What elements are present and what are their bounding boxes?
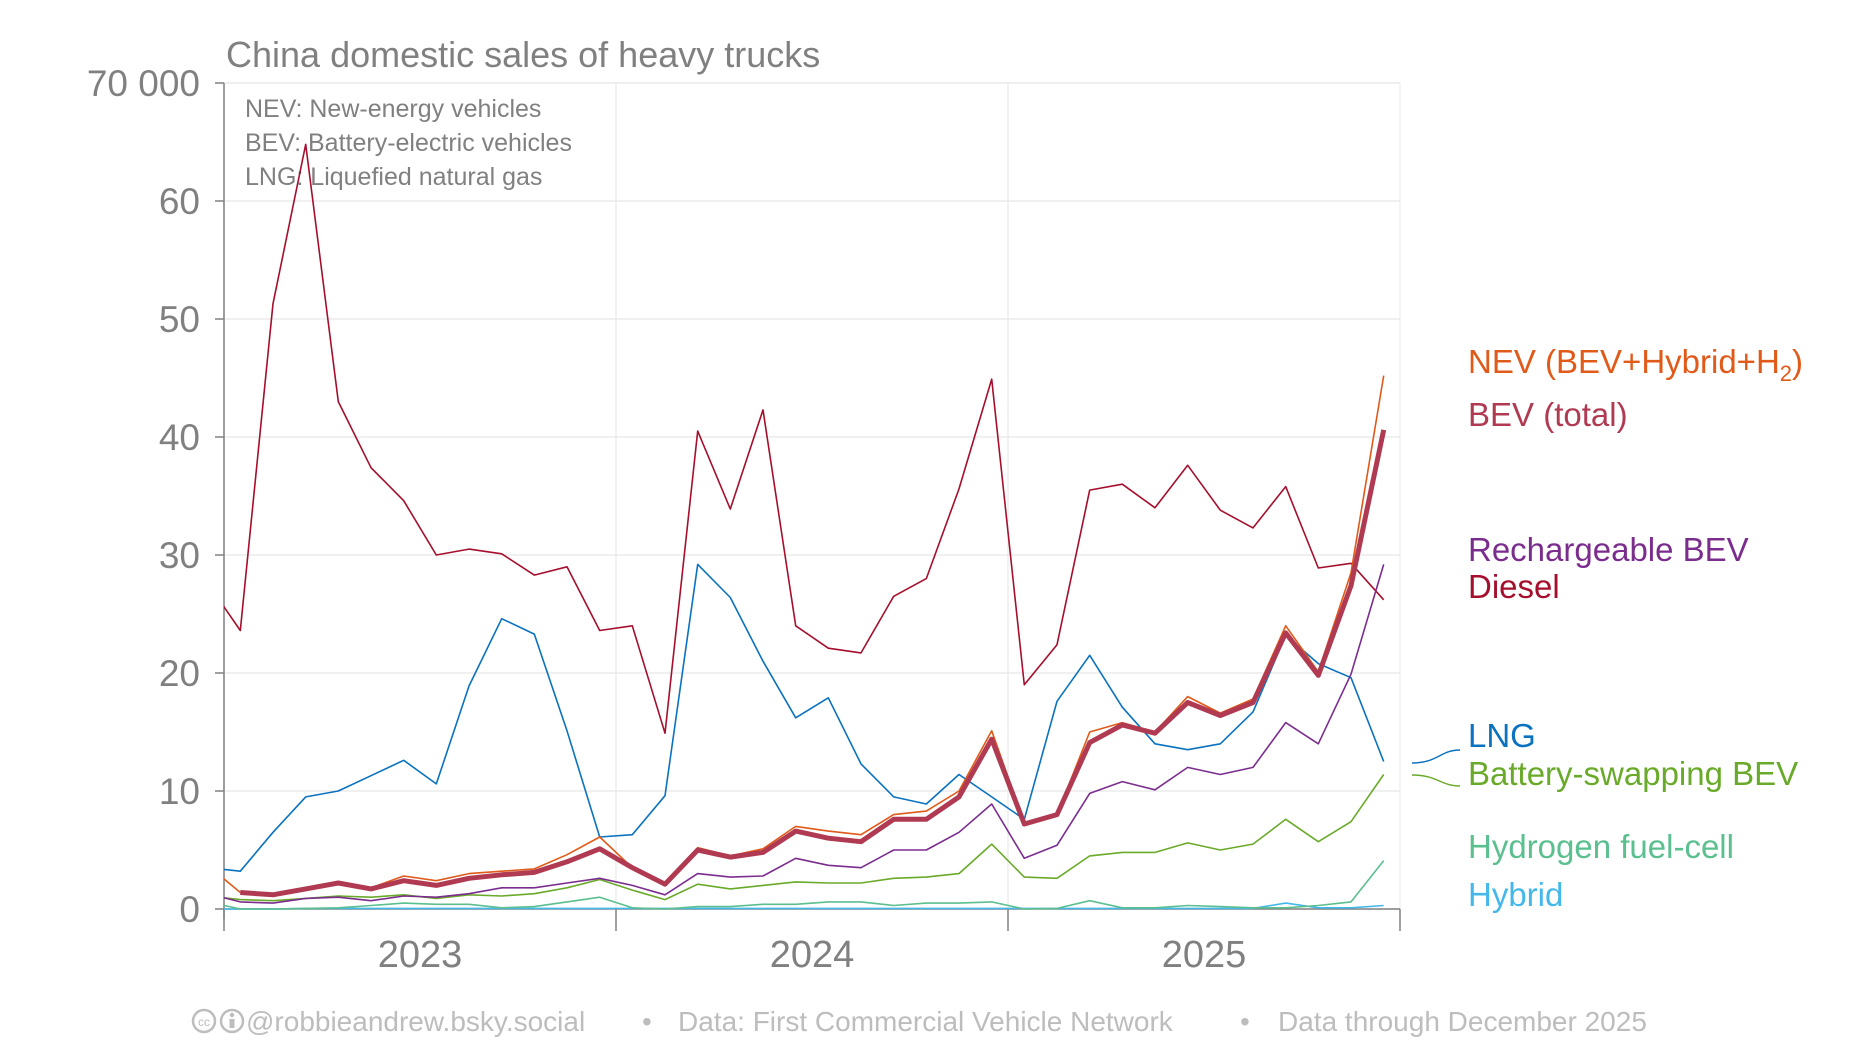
- legend-label-diesel: Diesel: [1468, 568, 1560, 605]
- y-tick-label: 30: [159, 535, 200, 576]
- svg-text:cc: cc: [198, 1015, 210, 1029]
- footer-separator: •: [1240, 1006, 1250, 1037]
- footer-handle: @robbieandrew.bsky.social: [246, 1006, 585, 1037]
- legend-label-hybrid: Hybrid: [1468, 876, 1563, 913]
- y-tick-label: 70 000: [87, 63, 200, 104]
- legend-label-part: 2: [1780, 361, 1792, 386]
- series-line-lng: [224, 563, 1385, 872]
- attribution-icon: [219, 1008, 245, 1034]
- legend: NEV (BEV+Hybrid+H2) BEV (total) Rechargeab…: [1411, 343, 1803, 913]
- series-line-diesel: [224, 143, 1385, 734]
- x-axis: 2023 2024 2025: [223, 908, 1401, 976]
- legend-leader-lng: [1411, 749, 1461, 764]
- creative-commons-icon: cc: [191, 1008, 217, 1034]
- legend-label-lng: LNG: [1468, 717, 1536, 754]
- legend-label-nev-bev-hybrid-h2: NEV (BEV+Hybrid+H2): [1468, 343, 1803, 386]
- series-line-rechargeable-bev: [224, 564, 1385, 904]
- chart-title: China domestic sales of heavy trucks: [226, 34, 820, 75]
- y-tick-label: 50: [159, 299, 200, 340]
- note-bev: BEV: Battery-electric vehicles: [245, 129, 572, 157]
- y-tick-label: 0: [179, 889, 200, 930]
- grid: [223, 82, 1401, 910]
- y-tick-label: 60: [159, 181, 200, 222]
- y-tick-label: 40: [159, 417, 200, 458]
- legend-label-hydrogen-fuel-cell: Hydrogen fuel-cell: [1468, 828, 1734, 865]
- y-tick-label: 10: [159, 771, 200, 812]
- legend-leader-battery-swapping-bev: [1411, 774, 1461, 787]
- footer-separator: •: [642, 1006, 652, 1037]
- footer: cc @robbieandrew.bsky.social • Data: Fir…: [191, 1006, 1647, 1037]
- legend-label-part: ): [1792, 343, 1803, 380]
- x-tick-label: 2024: [770, 934, 855, 976]
- plot-frame: [223, 82, 1401, 910]
- note-lng: LNG: Liquefied natural gas: [245, 163, 542, 191]
- x-tick-label: 2025: [1162, 934, 1247, 976]
- series-line-battery-swapping-bev: [224, 774, 1385, 902]
- note-nev: NEV: New-energy vehicles: [245, 95, 541, 123]
- series-line-bev-total: [240, 429, 1387, 898]
- notes: NEV: New-energy vehicles BEV: Battery-el…: [245, 95, 572, 191]
- footer-source: Data: First Commercial Vehicle Network: [678, 1006, 1174, 1037]
- series-line-hybrid: [224, 902, 1384, 910]
- legend-label-battery-swapping-bev: Battery-swapping BEV: [1468, 755, 1798, 792]
- legend-label-bev-total: BEV (total): [1468, 396, 1628, 433]
- legend-label-part: NEV (BEV+Hybrid+H: [1468, 343, 1780, 380]
- y-axis: 0 10 20 30 40 50 60 70 000: [87, 63, 225, 930]
- x-tick-label: 2023: [378, 934, 463, 976]
- y-tick-label: 20: [159, 653, 200, 694]
- footer-through: Data through December 2025: [1278, 1006, 1647, 1037]
- series-line-nev-bev-hybrid-h2: [224, 375, 1385, 895]
- series-lines: [224, 143, 1387, 910]
- series-line-hydrogen-fuel-cell: [224, 860, 1385, 910]
- legend-label-rechargeable-bev: Rechargeable BEV: [1468, 531, 1749, 568]
